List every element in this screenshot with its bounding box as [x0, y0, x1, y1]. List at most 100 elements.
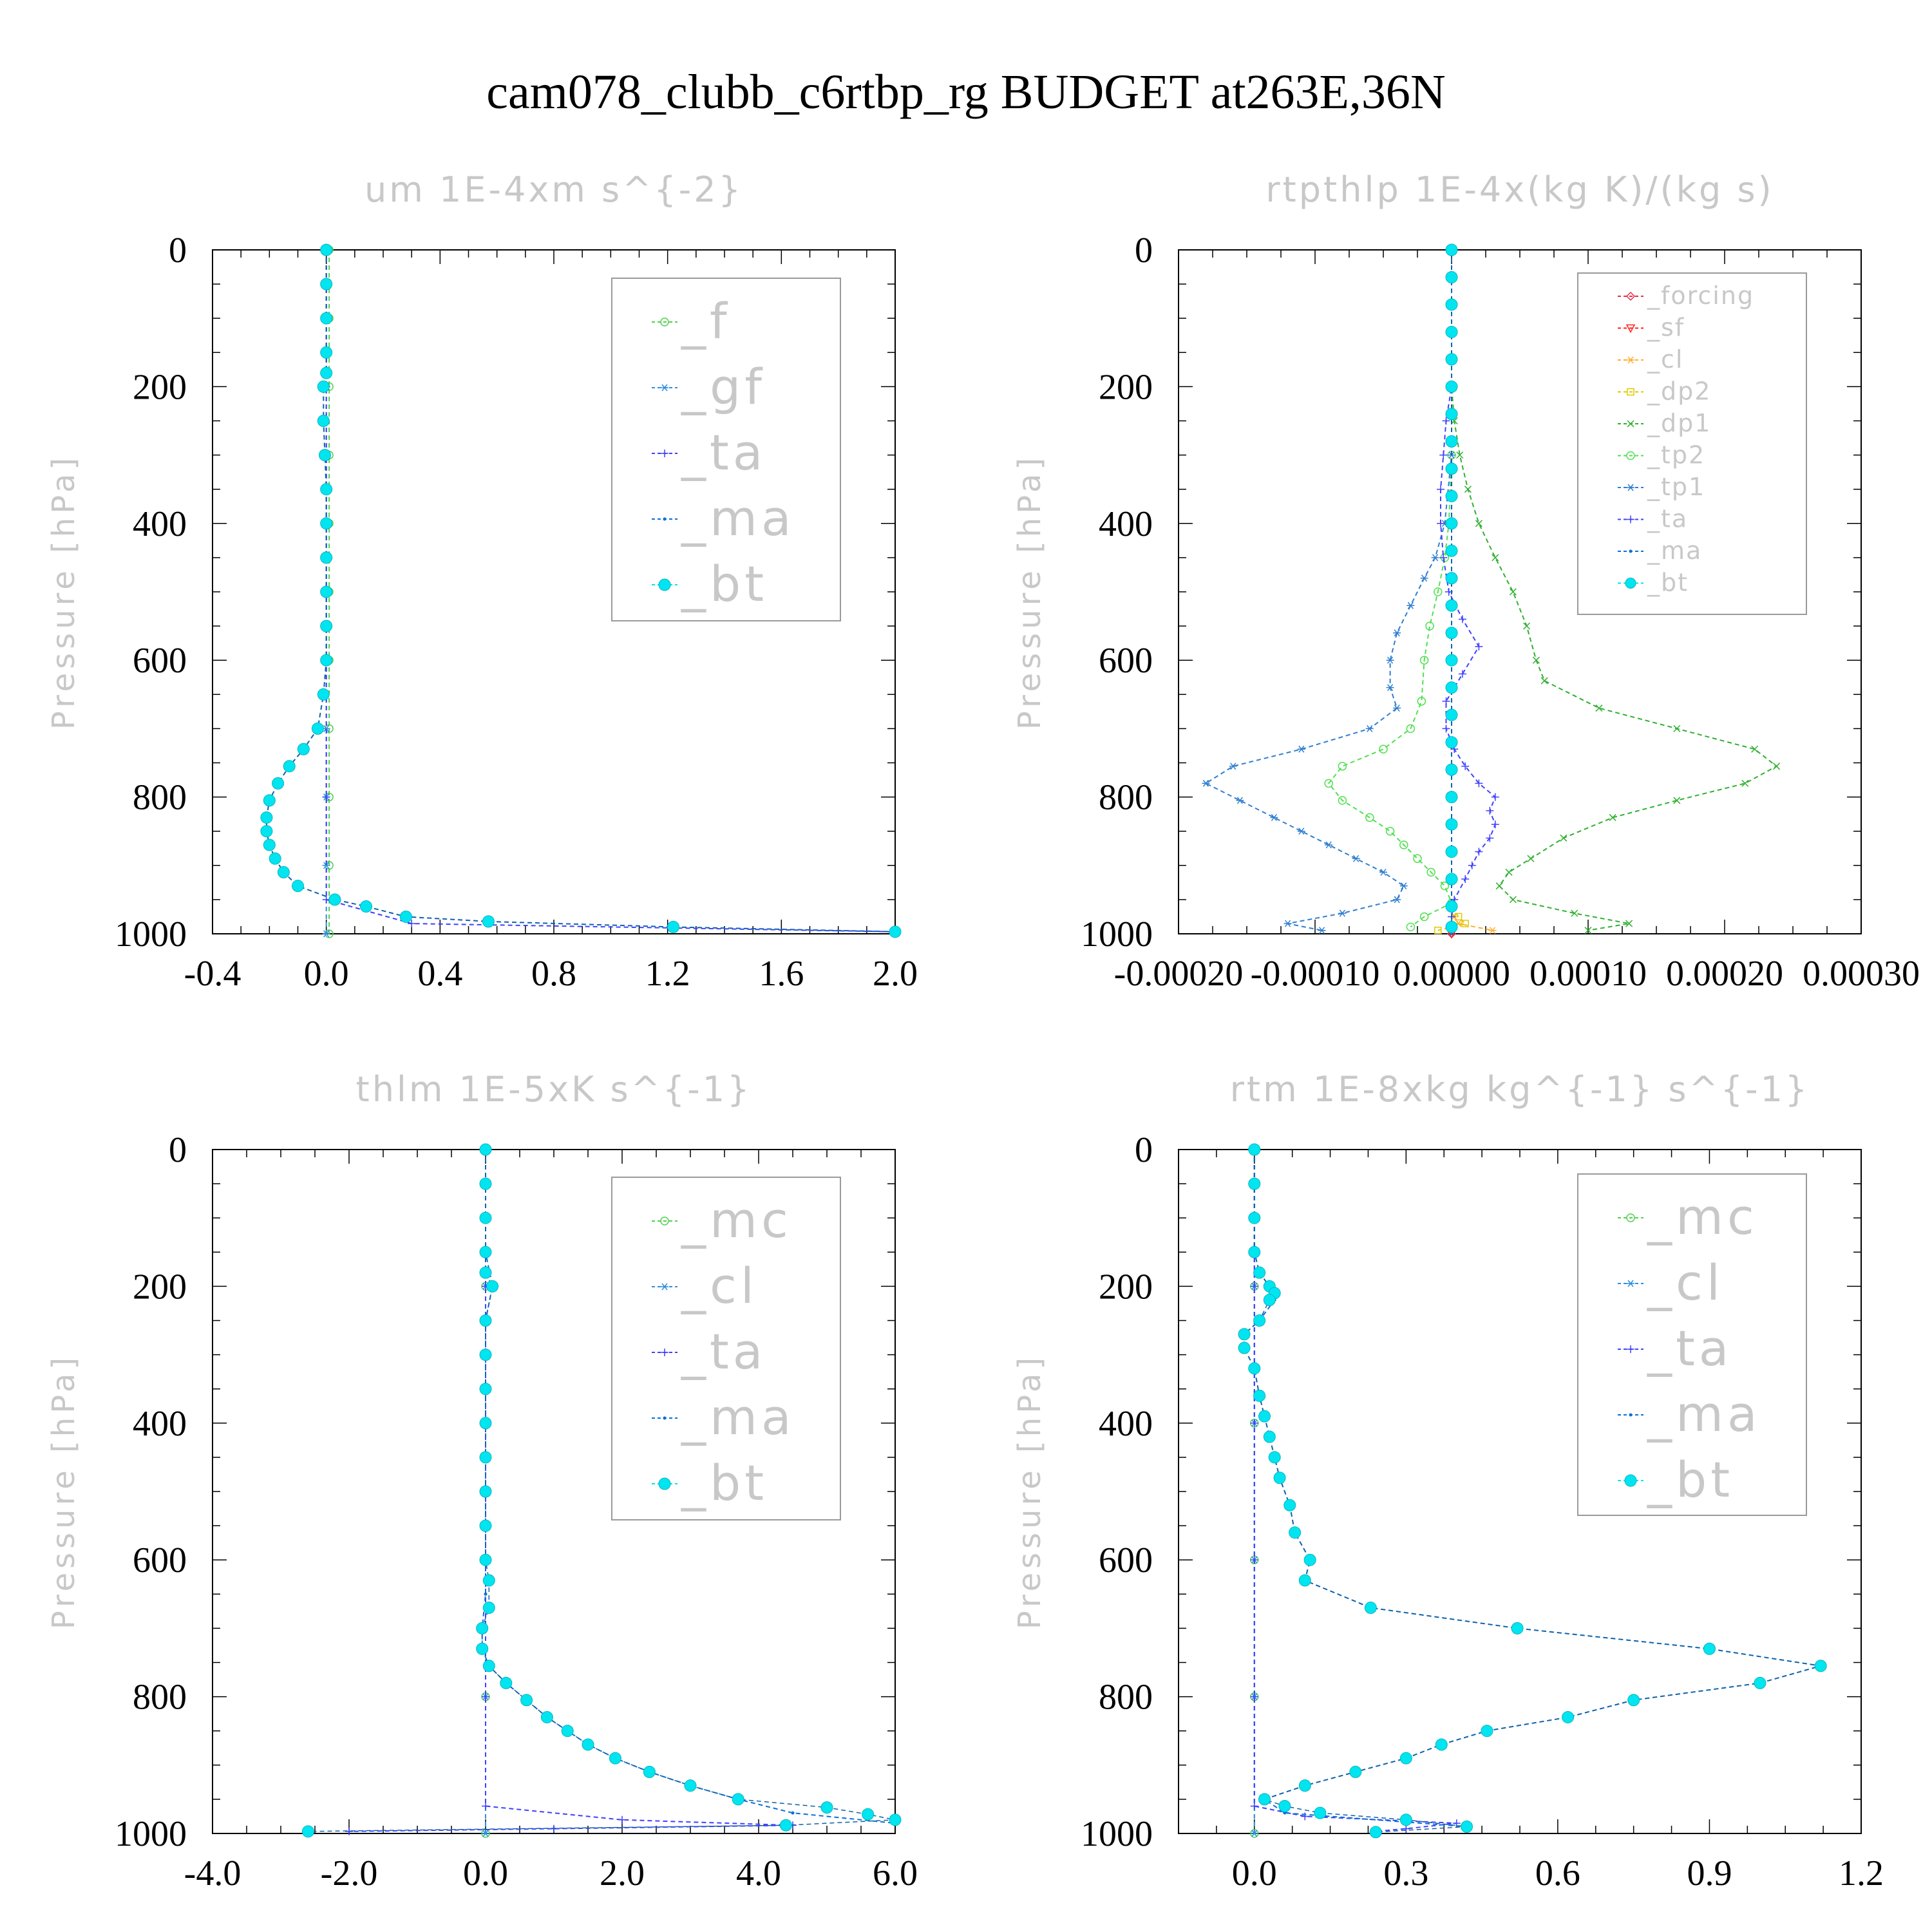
marker-ta-5	[482, 1802, 489, 1810]
marker-bt-15	[1445, 654, 1458, 667]
marker-ta-9	[1475, 642, 1483, 650]
y-tick-label: 400	[133, 1404, 187, 1444]
marker-ta-legend	[1627, 515, 1634, 524]
y-tick-label: 1000	[1081, 914, 1153, 954]
panel-title: rtm 1E-8xkg kg^{-1} s^{-1}	[1230, 1069, 1810, 1110]
marker-bt-9	[1445, 489, 1458, 502]
marker-bt-3	[320, 346, 333, 359]
marker-bt-8	[1253, 1314, 1266, 1327]
marker-ma-legend	[663, 517, 667, 521]
marker-tp1-22	[1338, 909, 1347, 917]
y-tick-label: 600	[1099, 641, 1153, 681]
marker-bt-2	[1248, 1211, 1261, 1224]
marker-tp2-6	[1419, 656, 1429, 665]
marker-dp1-4	[1464, 486, 1472, 493]
marker-bt-6	[479, 1314, 492, 1327]
marker-tp2-21	[1406, 922, 1416, 932]
legend: _mc _cl _ta _ma _bt	[611, 1177, 841, 1520]
marker-tp2-15	[1399, 840, 1408, 849]
marker-bt-12	[320, 620, 333, 632]
marker-bt-21	[1364, 1602, 1377, 1615]
marker-tp1-17	[1325, 841, 1333, 849]
panel-1: um 1E-4xm s^{-2} Pressure [hPa] 0 200 400 600…	[46, 169, 918, 994]
marker-ma-legend	[1629, 549, 1633, 553]
marker-bt-10	[1238, 1341, 1251, 1354]
marker-tp2-8	[1406, 724, 1416, 734]
marker-bt-8	[479, 1383, 492, 1396]
series-line-ta	[1253, 1150, 1457, 1832]
marker-cl-legend	[1627, 1280, 1634, 1287]
marker-bt-0	[1248, 1143, 1261, 1156]
marker-bt-22	[561, 1725, 574, 1738]
marker-bt-28	[399, 910, 412, 923]
marker-dp1-6	[1492, 554, 1499, 562]
marker-dp1-13	[1751, 745, 1759, 753]
marker-bt-20	[260, 811, 273, 824]
marker-bt-18	[1289, 1526, 1302, 1539]
marker-bt-21	[1445, 818, 1458, 831]
y-tick-label: 400	[1099, 504, 1153, 544]
x-tick-label: 2.0	[873, 954, 918, 994]
x-tick-label: 4.0	[736, 1853, 781, 1893]
marker-dp1-23	[1571, 909, 1578, 917]
marker-cl-5	[482, 1830, 489, 1837]
y-tick-label: 600	[133, 1540, 187, 1580]
legend-label: _cl	[1647, 1254, 1724, 1311]
marker-ta-22	[1461, 875, 1470, 884]
x-tick-label: -0.4	[184, 954, 242, 994]
marker-bt-7	[479, 1349, 492, 1361]
marker-bt-34	[1278, 1800, 1291, 1813]
marker-ma-legend	[1629, 1413, 1633, 1417]
marker-bt-5	[317, 380, 330, 393]
x-tick-label: 1.2	[1839, 1853, 1884, 1893]
marker-cl-legend	[1627, 356, 1634, 364]
marker-bt-5	[486, 1280, 499, 1293]
legend: _forcing _sf _cl _dp2 _dp1 _tp2 _tp1 _ta _ma _bt	[1577, 272, 1807, 615]
marker-bt-32	[1298, 1779, 1311, 1792]
series-line-dp2	[1437, 250, 1467, 931]
marker-tp1-16	[1297, 828, 1305, 835]
marker-tp1-3	[1431, 554, 1439, 562]
marker-bt-3	[1445, 325, 1458, 338]
marker-dp1-9	[1532, 656, 1540, 664]
marker-bt-24	[1814, 1660, 1827, 1672]
marker-ta-6	[618, 1815, 626, 1824]
y-tick-label: 600	[1099, 1540, 1153, 1580]
x-tick-label: 0.9	[1687, 1853, 1732, 1893]
marker-tp2-10	[1338, 762, 1347, 771]
marker-tp1-5	[1406, 601, 1415, 609]
marker-bt-9	[320, 517, 333, 530]
marker-ta-14	[1461, 762, 1470, 770]
marker-dp1-25	[1584, 927, 1592, 934]
panel-title: rtpthlp 1E-4x(kg K)/(kg s)	[1265, 169, 1774, 210]
y-tick-label: 200	[133, 367, 187, 407]
marker-bt-25	[1445, 920, 1458, 933]
marker-dp1-legend	[1627, 420, 1634, 428]
marker-dp1-16	[1673, 797, 1681, 804]
marker-ta-1	[1250, 1282, 1258, 1291]
marker-bt-19	[1445, 763, 1458, 776]
marker-bt-19	[500, 1676, 513, 1689]
marker-tp1-21	[1393, 896, 1401, 904]
y-axis-label: Pressure [hPa]	[1012, 1354, 1048, 1629]
y-tick-label: 800	[1099, 778, 1153, 818]
y-tick-label: 200	[1099, 367, 1153, 407]
x-tick-label: 0.6	[1535, 1853, 1580, 1893]
marker-dp1-5	[1475, 520, 1482, 527]
marker-ta-4	[482, 1692, 489, 1701]
marker-tp1-8	[1386, 684, 1394, 692]
marker-bt-15	[1268, 1451, 1281, 1464]
marker-tp2-4	[1434, 587, 1443, 596]
marker-tp1-4	[1420, 574, 1428, 582]
marker-tp1-6	[1393, 629, 1401, 637]
panel-4: rtm 1E-8xkg kg^{-1} s^{-1} Pressure [hPa]…	[1012, 1069, 1884, 1893]
marker-ta-19	[1486, 834, 1494, 842]
marker-bt-2	[320, 312, 333, 325]
marker-bt-13	[479, 1553, 492, 1566]
marker-bt-30	[667, 920, 679, 933]
marker-bt-17	[1283, 1499, 1296, 1511]
x-tick-label: 0.4	[417, 954, 462, 994]
marker-ta-8	[1402, 1824, 1410, 1833]
y-tick-label: 1000	[115, 914, 187, 954]
marker-tp1-14	[1236, 797, 1244, 804]
